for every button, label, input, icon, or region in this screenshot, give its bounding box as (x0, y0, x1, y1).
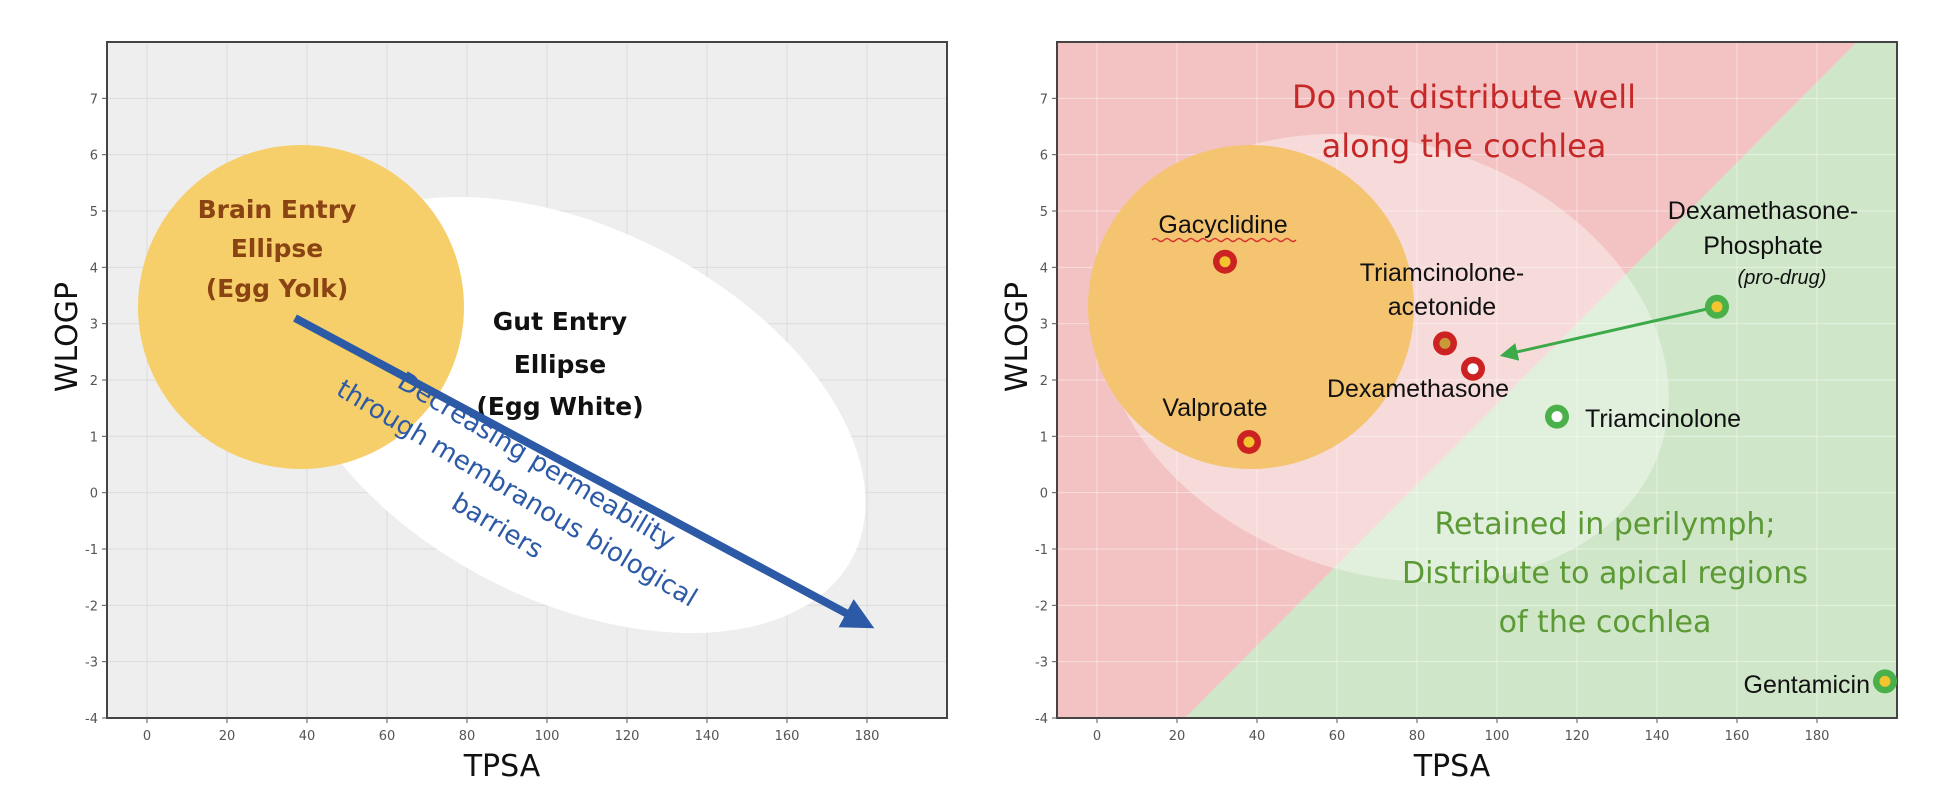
red-region-label-line-1: Do not distribute well (1292, 78, 1636, 116)
label-gacyclidine: Gacyclidine (1158, 211, 1287, 239)
y-tick-label: 4 (90, 261, 98, 276)
y-tick-label: 3 (1040, 318, 1048, 333)
x-axis-title: TPSA (463, 749, 541, 784)
green-region-label-line-1: Retained in perilymph; (1434, 507, 1775, 542)
y-tick-label: -2 (1035, 599, 1048, 614)
x-tick-label: 20 (219, 729, 236, 744)
y-tick-label: 2 (1040, 374, 1048, 389)
y-axis-ticks: -4 -3 -2 -1 0 1 2 3 4 5 6 7 (85, 92, 107, 727)
y-tick-label: -4 (85, 712, 98, 727)
y-tick-label: -3 (1035, 656, 1048, 671)
label-dexamethasone-phosphate-line-1: Dexamethasone- (1668, 197, 1858, 225)
brain-entry-ellipse (1088, 145, 1414, 469)
y-tick-label: 2 (90, 374, 98, 389)
x-tick-label: 180 (855, 729, 880, 744)
x-tick-label: 60 (379, 729, 396, 744)
point-center-triamcinolone (1551, 411, 1563, 423)
x-tick-label: 100 (1485, 729, 1510, 744)
x-tick-label: 100 (535, 729, 560, 744)
y-tick-label: 0 (90, 487, 98, 502)
y-tick-label: 6 (1040, 149, 1048, 164)
yolk-label-line-1: Brain Entry (198, 195, 357, 224)
y-tick-label: 7 (90, 92, 98, 107)
y-tick-label: 1 (1040, 430, 1048, 445)
x-tick-label: 60 (1329, 729, 1346, 744)
label-prodrug: (pro-drug) (1738, 267, 1827, 289)
label-triamcinolone-acetonide-line-2: acetonide (1388, 293, 1496, 321)
point-center-gacyclidine (1219, 256, 1231, 268)
x-tick-label: 120 (615, 729, 640, 744)
y-tick-label: 4 (1040, 261, 1048, 276)
y-tick-label: 1 (90, 430, 98, 445)
y-tick-label: 5 (90, 205, 98, 220)
x-axis-title: TPSA (1413, 749, 1491, 784)
yolk-label-line-3: (Egg Yolk) (206, 274, 349, 303)
y-tick-label: -1 (1035, 543, 1048, 558)
prodrug-conversion-arrow (1499, 305, 1718, 361)
point-center-dexamethasone (1467, 363, 1479, 375)
x-tick-label: 120 (1565, 729, 1590, 744)
y-tick-label: 5 (1040, 205, 1048, 220)
x-tick-label: 80 (1409, 729, 1426, 744)
permeability-arrow (293, 314, 875, 629)
y-tick-label: -4 (1035, 712, 1048, 727)
x-tick-label: 0 (1093, 729, 1101, 744)
x-tick-label: 160 (775, 729, 800, 744)
label-triamcinolone-acetonide-line-1: Triamcinolone- (1360, 259, 1524, 287)
y-tick-label: 6 (90, 149, 98, 164)
point-center-valproate (1243, 436, 1255, 448)
green-region (1185, 42, 1897, 718)
red-region-label-line-2: along the cochlea (1322, 127, 1607, 165)
left-chart: 0 20 40 60 80 100 120 140 160 180 -4 -3 -2 -1 0 1 2 3 4 5 6… (50, 41, 948, 784)
x-tick-label: 0 (143, 729, 151, 744)
y-tick-label: -1 (85, 543, 98, 558)
x-tick-label: 20 (1169, 729, 1186, 744)
green-region-label-line-2: Distribute to apical regions (1402, 556, 1808, 591)
label-triamcinolone: Triamcinolone (1585, 405, 1741, 433)
x-axis-ticks: 0 20 40 60 80 100 120 140 160 180 (1093, 718, 1830, 744)
green-region-label-line-3: of the cochlea (1499, 605, 1712, 640)
label-dexamethasone-phosphate-line-2: Phosphate (1703, 232, 1823, 260)
y-axis-title: WLOGP (1000, 282, 1035, 392)
y-tick-label: 3 (90, 318, 98, 333)
x-tick-label: 180 (1805, 729, 1830, 744)
label-valproate: Valproate (1162, 394, 1267, 422)
point-center-triamcinolone-acetonide (1439, 337, 1451, 349)
right-chart: 0 20 40 60 80 100 120 140 160 180 -4 -3 -2 -1 0 1 2 3 4 5 6… (1000, 41, 1898, 784)
drug-points (1213, 249, 1897, 694)
x-tick-label: 140 (1645, 729, 1670, 744)
label-dexamethasone: Dexamethasone (1327, 375, 1509, 403)
gut-label-line-2: Ellipse (514, 350, 607, 379)
y-axis-ticks: -4 -3 -2 -1 0 1 2 3 4 5 6 7 (1035, 92, 1057, 727)
x-tick-label: 80 (459, 729, 476, 744)
y-axis-title: WLOGP (50, 282, 85, 392)
x-tick-label: 140 (695, 729, 720, 744)
y-tick-label: 7 (1040, 92, 1048, 107)
x-tick-label: 160 (1725, 729, 1750, 744)
gut-label-line-3: (Egg White) (476, 392, 643, 421)
y-tick-label: -2 (85, 599, 98, 614)
point-center-dexamethasone-phosphate (1711, 301, 1723, 313)
y-tick-label: 0 (1040, 487, 1048, 502)
yolk-label-line-2: Ellipse (231, 234, 324, 263)
brain-entry-ellipse (138, 145, 464, 469)
label-gentamicin: Gentamicin (1744, 671, 1870, 699)
x-tick-label: 40 (1249, 729, 1266, 744)
x-axis-ticks: 0 20 40 60 80 100 120 140 160 180 (143, 718, 880, 744)
gut-label-line-1: Gut Entry (493, 307, 627, 336)
y-tick-label: -3 (85, 656, 98, 671)
point-center-gentamicin (1879, 675, 1891, 687)
x-tick-label: 40 (299, 729, 316, 744)
spellcheck-underline (1151, 237, 1297, 243)
